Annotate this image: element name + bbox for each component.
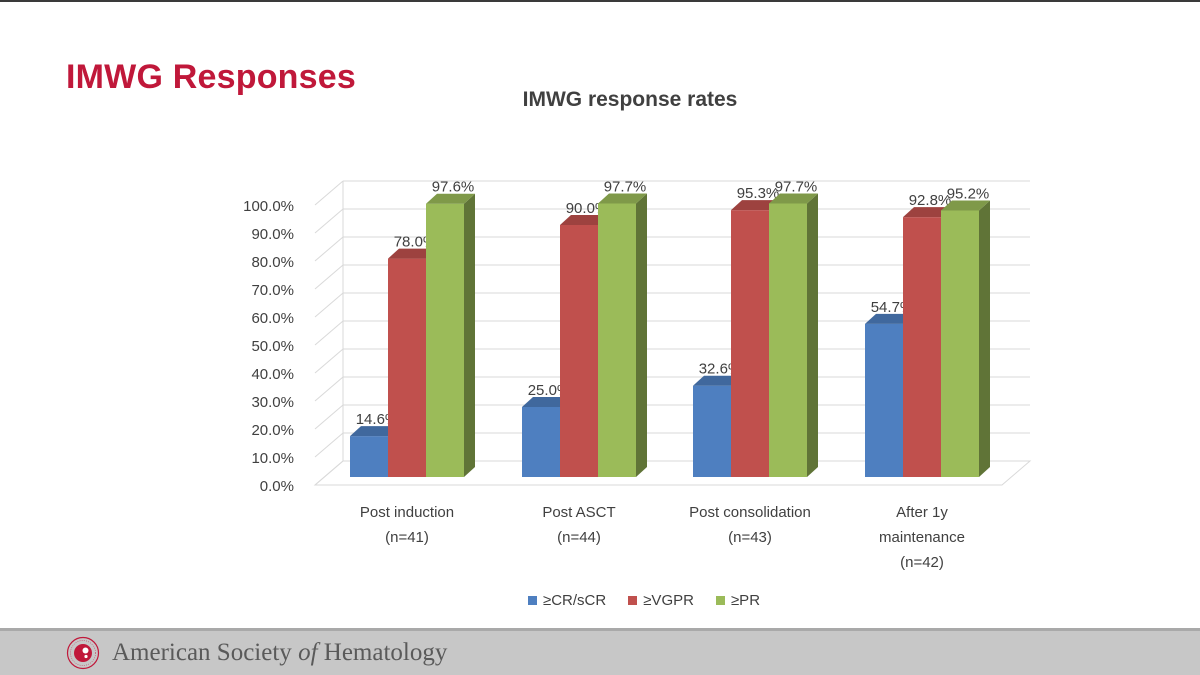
bar-top [731,200,780,211]
data-label: 54.7% [871,299,914,316]
bar-top [598,193,647,204]
bar-top [388,248,437,259]
gridline-side [314,348,344,374]
bar-top [350,426,399,437]
legend-item-pr: ≥PR [715,592,761,609]
chart-legend: ≥CR/sCR ≥VGPR ≥PR [0,592,1200,609]
data-label: 14.6% [356,411,399,428]
bar-side [464,193,475,477]
bar-top [941,200,990,211]
gridline-side [314,404,344,430]
top-border [0,0,1200,2]
x-category-label: (n=41) [385,529,429,546]
y-tick-label: 70.0% [251,282,294,299]
y-tick-label: 0.0% [260,478,294,495]
bar-top [865,313,914,324]
bar-top [426,193,475,204]
data-label: 92.8% [909,192,952,209]
x-category-label: (n=42) [900,554,944,571]
bar [598,203,636,477]
organization-name: American Society of Hematology [112,639,447,667]
bar-top [693,375,742,386]
y-tick-label: 40.0% [251,366,294,383]
bar-side [979,200,990,477]
gridline-side [314,264,344,290]
y-tick-label: 100.0% [243,198,294,215]
org-name-prefix: American Society [112,639,299,666]
y-tick-label: 80.0% [251,254,294,271]
gridline-side [314,292,344,318]
bar [522,407,560,477]
bar [426,203,464,477]
legend-label-pr: ≥PR [730,592,761,609]
gridline-side [314,208,344,234]
x-category-label: After 1y [896,504,948,521]
bar [941,210,979,477]
x-category-label: Post induction [360,504,454,521]
legend-swatch-vgpr [628,596,638,605]
legend-label-vgpr: ≥VGPR [643,592,694,609]
y-tick-label: 10.0% [251,450,294,467]
gridline-side [314,320,344,346]
y-tick-label: 30.0% [251,394,294,411]
legend-item-cr: ≥CR/sCR [527,592,607,609]
bar [350,436,388,477]
legend-label-cr: ≥CR/sCR [542,592,607,609]
footer-divider [0,628,1200,631]
bar-side [807,193,818,477]
org-name-italic: of [298,639,318,666]
bar-top [560,215,609,225]
bar [693,385,731,477]
bar-top [769,193,818,204]
bar [388,258,426,477]
bar [560,225,598,477]
data-label: 97.7% [604,178,647,195]
legend-item-vgpr: ≥VGPR [628,592,694,609]
x-category-label: maintenance [879,529,965,546]
data-label: 32.6% [699,361,742,378]
bar-top [903,207,952,218]
bar-side [636,193,647,477]
gridline-side [314,180,344,206]
x-category-label: (n=43) [728,529,772,546]
bar [865,323,903,477]
data-label: 95.2% [947,185,990,202]
gridline-side [314,236,344,262]
gridline-side [314,460,344,486]
bar [731,210,769,477]
gridline-side [314,376,344,402]
y-tick-label: 60.0% [251,310,294,327]
bar-chart: 0.0% 10.0% 20.0% 30.0% 40.0% 50.0% 60.0% 70.0% 8… [243,178,1032,571]
bar-top [522,397,571,407]
x-category-label: (n=44) [557,529,601,546]
ash-logo-icon [66,636,100,670]
y-tick-label: 20.0% [251,422,294,439]
slide-title: IMWG Responses [66,58,356,96]
legend-swatch-pr [715,596,725,605]
x-category-label: Post consolidation [689,504,811,521]
legend-swatch-cr [527,596,537,605]
chart-title: IMWG response rates [522,88,738,111]
data-label: 90.0% [566,200,609,217]
data-label: 25.0% [528,382,571,399]
y-tick-label: 50.0% [251,338,294,355]
data-label: 78.0% [394,234,437,251]
bar [903,217,941,477]
data-label: 95.3% [737,185,780,202]
gridline-side [314,432,344,458]
footer-bar: American Society of Hematology [0,628,1200,675]
data-label: 97.6% [432,179,475,196]
y-tick-label: 90.0% [251,226,294,243]
x-category-label: Post ASCT [542,504,615,521]
data-label: 97.7% [775,178,818,195]
bar [769,203,807,477]
org-name-suffix: Hematology [317,639,448,666]
